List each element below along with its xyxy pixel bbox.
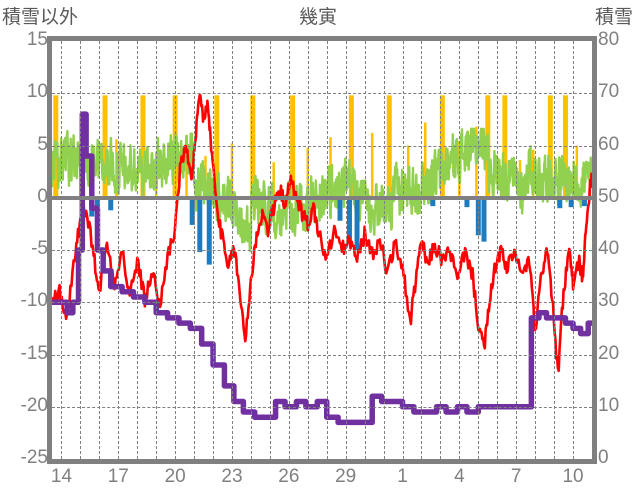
orange-bar [140, 95, 146, 198]
x-axis-tick: 14 [50, 466, 73, 487]
orange-bar [272, 162, 275, 198]
zero-line [52, 195, 592, 200]
blue-bar [557, 197, 563, 209]
y-axis-right-tick: 80 [598, 29, 620, 50]
x-axis-tick: 7 [510, 466, 522, 487]
y-axis-left-tick: -15 [20, 342, 48, 364]
blue-bar [354, 197, 360, 250]
y-axis-left-tick: 15 [26, 29, 48, 50]
orange-bar [386, 95, 392, 198]
y-axis-right-tick: 50 [598, 185, 620, 207]
green-line [50, 127, 594, 253]
orange-bar [214, 95, 220, 198]
blue-bar [481, 197, 487, 242]
orange-bar [348, 95, 354, 198]
blue-bar [337, 197, 343, 221]
y-axis-right-tick: 20 [598, 342, 620, 364]
y-axis-left-tick: 0 [37, 185, 48, 207]
red-line [51, 93, 594, 373]
blue-bar [581, 197, 587, 207]
x-axis-tick: 29 [335, 466, 357, 487]
y-axis-left-tick: -5 [31, 238, 48, 259]
x-axis-tick: 4 [454, 466, 465, 487]
blue-bar [430, 197, 436, 207]
blue-bar [108, 197, 114, 211]
orange-bar [250, 95, 256, 198]
plot-area [50, 41, 594, 459]
y-axis-left-tick: 10 [26, 81, 48, 103]
orange-bar [290, 95, 296, 198]
x-axis-tick: 17 [107, 466, 129, 487]
y-axis-left-tick: -25 [20, 447, 48, 468]
horizontal-gridline [52, 93, 592, 95]
orange-bar [329, 137, 332, 198]
horizontal-gridline [52, 354, 592, 356]
orange-bar [502, 95, 508, 198]
y-axis-right-tick: 40 [598, 238, 620, 259]
horizontal-gridline [52, 302, 592, 304]
y-axis-right-tick: 0 [598, 447, 609, 468]
horizontal-gridline [52, 250, 592, 251]
blue-bar [568, 197, 574, 208]
blue-bar [464, 197, 470, 208]
y-axis-right-tick: 60 [598, 133, 620, 155]
right-axis-title: 積雪 [594, 7, 633, 28]
blue-bar [189, 197, 195, 225]
orange-bar [424, 122, 427, 198]
x-axis-tick: 20 [164, 466, 186, 487]
horizontal-gridline [52, 145, 592, 147]
orange-bar [562, 95, 568, 198]
y-axis-left-tick: -10 [20, 290, 48, 312]
left-axis-title: 積雪以外 [2, 7, 79, 28]
y-axis-right-tick: 30 [598, 290, 620, 312]
orange-bar [370, 132, 374, 198]
y-axis-right-tick: 10 [598, 394, 620, 416]
orange-bar [547, 95, 553, 198]
chart-title: 幾寅 [298, 7, 337, 28]
x-axis-tick: 26 [278, 466, 300, 487]
x-axis-tick: 1 [397, 466, 408, 487]
y-axis-left-tick: 5 [37, 133, 48, 155]
blue-bar [346, 197, 352, 242]
y-axis-left-tick: -20 [20, 394, 48, 416]
y-axis-right-tick: 70 [598, 81, 620, 103]
orange-bar [102, 95, 108, 198]
x-axis-tick: 10 [562, 466, 584, 487]
orange-bar [439, 95, 445, 198]
blue-bar [197, 197, 203, 253]
x-axis-tick: 23 [221, 466, 243, 487]
blue-bar [206, 197, 212, 265]
horizontal-gridline [52, 406, 592, 408]
